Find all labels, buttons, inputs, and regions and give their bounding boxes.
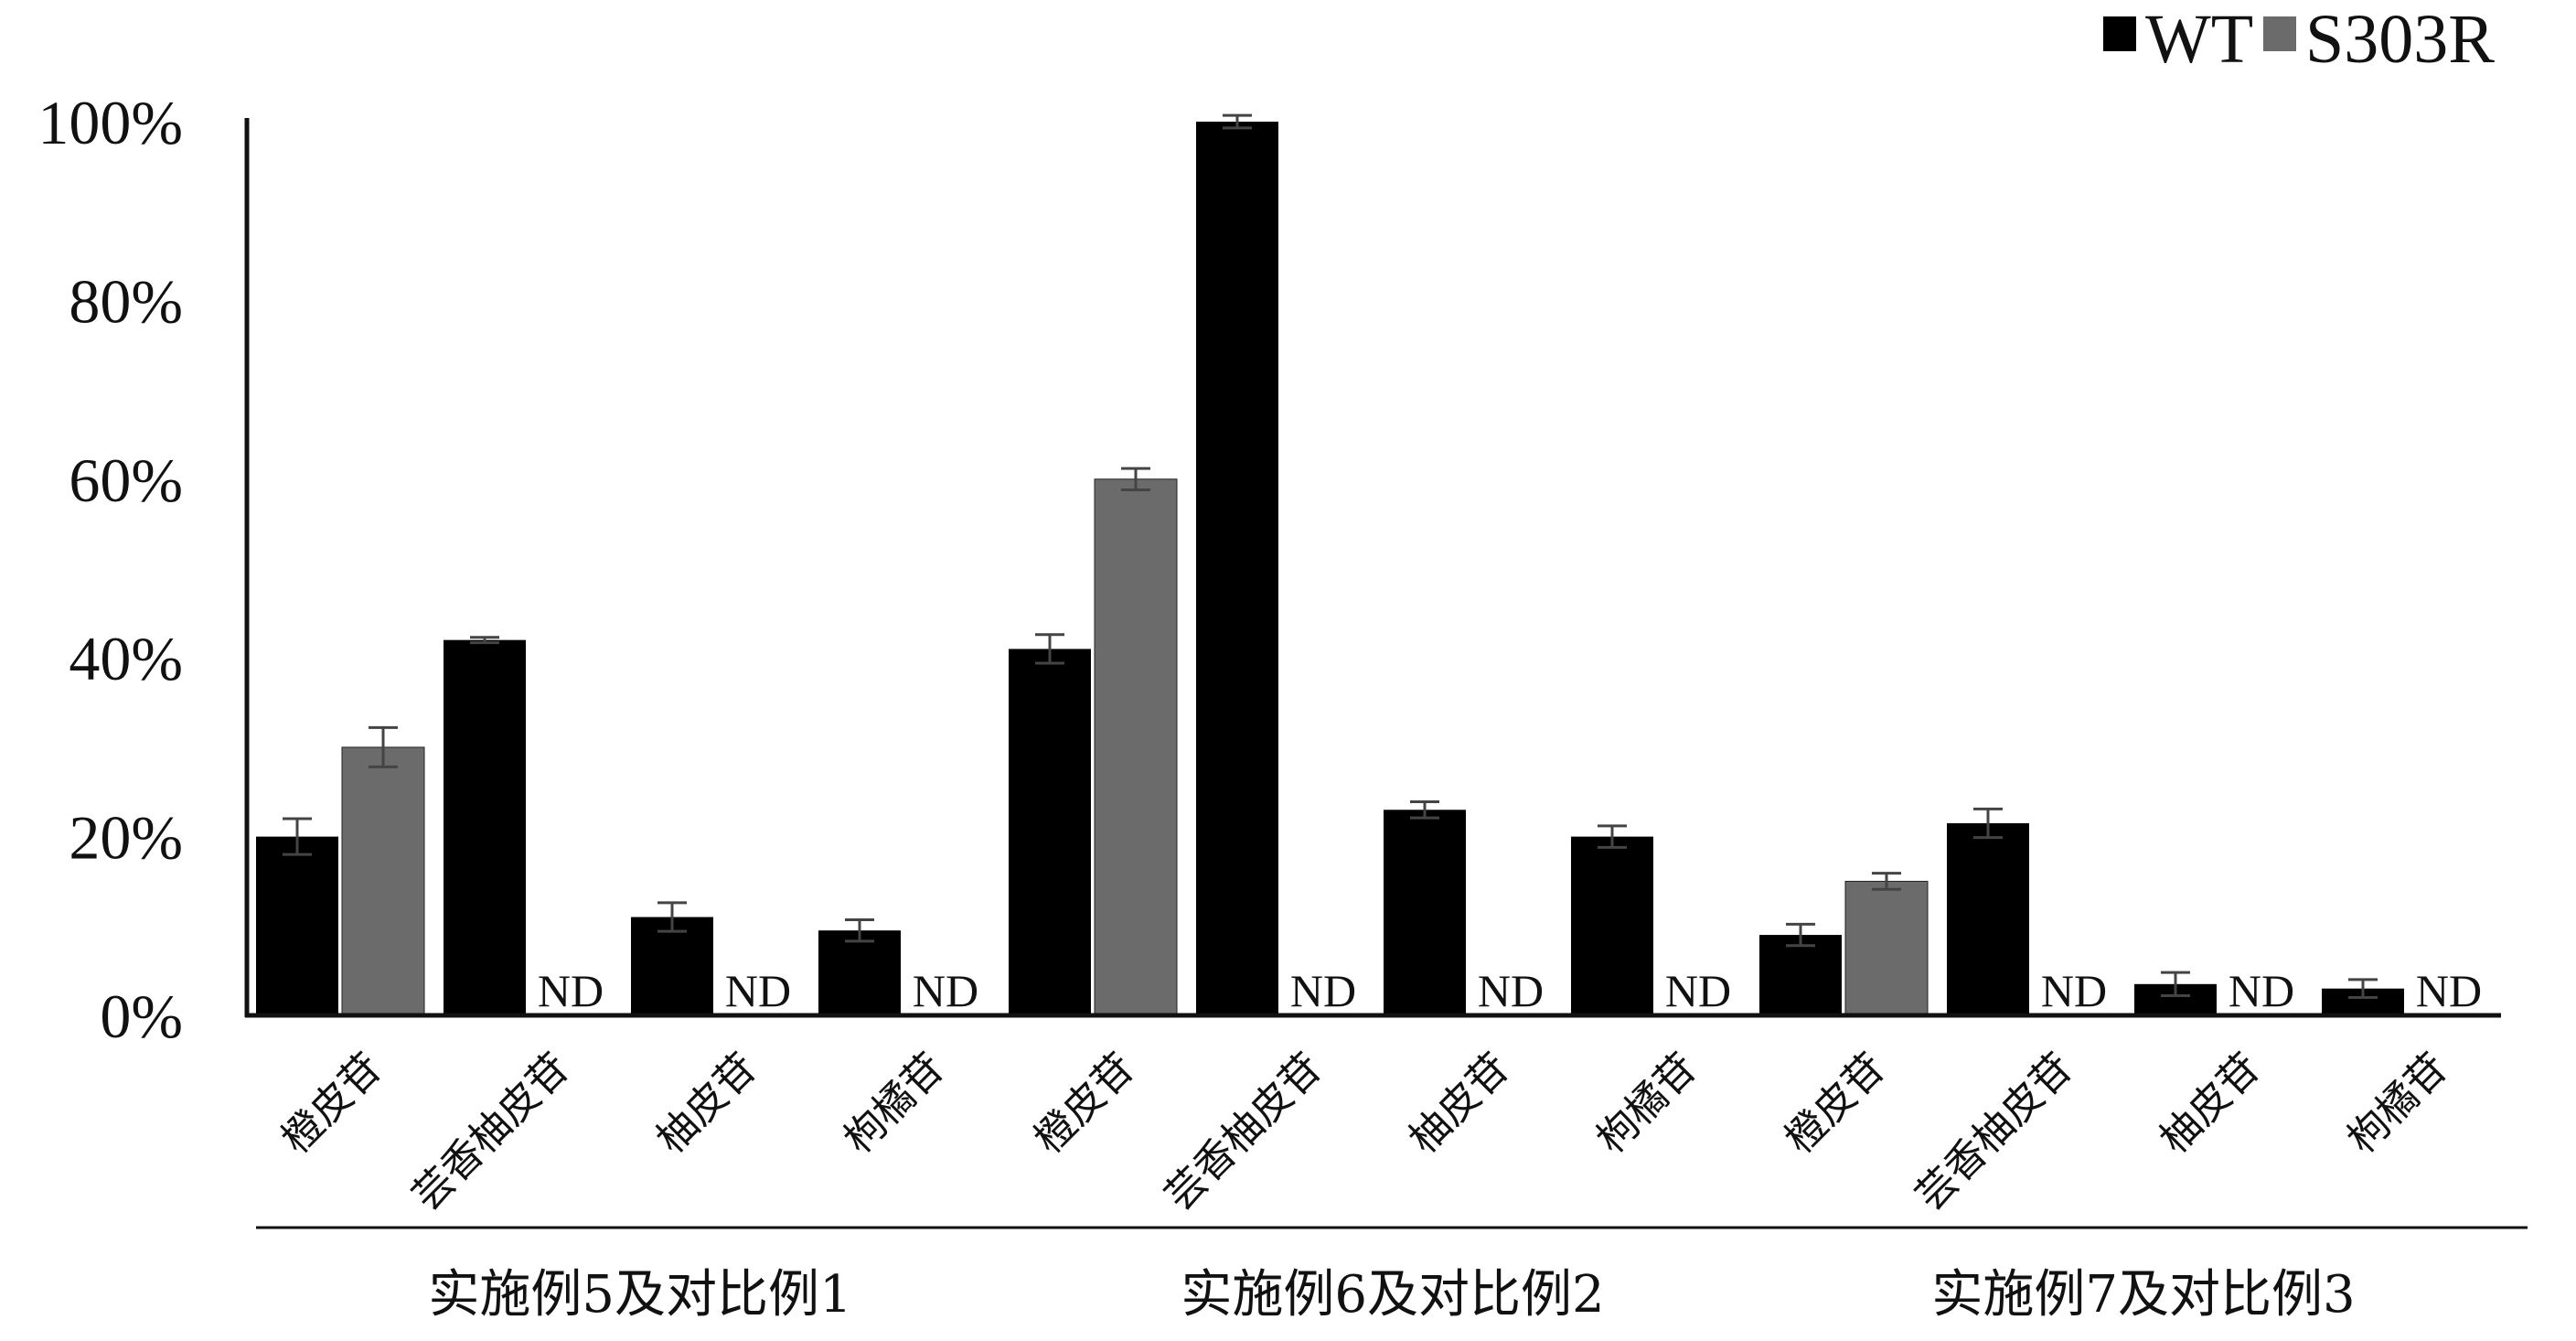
- x-tick-label: 橙皮苷: [1776, 1045, 1894, 1163]
- y-tick-label: 40%: [69, 624, 183, 693]
- x-tick-label: 柚皮苷: [2151, 1045, 2269, 1163]
- x-tick-label: 橙皮苷: [273, 1045, 390, 1163]
- group-label: 实施例6及对比例2: [1181, 1265, 1604, 1325]
- bar-s303r: [1094, 478, 1178, 1016]
- bar-wt: [1571, 836, 1653, 1015]
- group-label: 实施例7及对比例3: [1931, 1265, 2355, 1325]
- y-axis: 0% 20% 40% 60% 80% 100%: [37, 88, 250, 1051]
- bar-wt: [1947, 822, 2029, 1015]
- bar-wt: [444, 639, 526, 1015]
- nd-label: ND: [2041, 965, 2107, 1016]
- y-tick-label: 100%: [37, 88, 183, 157]
- nd-label: ND: [725, 965, 791, 1016]
- x-tick-label: 枸橘苷: [2338, 1045, 2456, 1163]
- legend-label: WT: [2145, 1, 2253, 78]
- x-tick-label: 橙皮苷: [1025, 1045, 1143, 1163]
- y-tick-label: 60%: [69, 445, 183, 515]
- x-tick-label: 枸橘苷: [835, 1045, 953, 1163]
- group-label: 实施例5及对比例1: [428, 1265, 851, 1325]
- nd-label: ND: [1478, 965, 1544, 1016]
- nd-label: ND: [913, 965, 978, 1016]
- nd-label: ND: [1665, 965, 1731, 1016]
- x-tick-label: 芸香柚皮苷: [1907, 1045, 2082, 1220]
- nd-label: ND: [2229, 965, 2294, 1016]
- bar-wt: [256, 836, 338, 1015]
- y-tick-label: 0%: [100, 982, 183, 1051]
- legend-swatch: [2103, 16, 2136, 51]
- bar-wt: [1759, 935, 1842, 1015]
- bar-wt: [1196, 122, 1278, 1015]
- bars: ND ND ND ND ND ND ND ND ND: [256, 113, 2482, 1016]
- bar-wt: [1009, 649, 1091, 1015]
- y-tick-label: 80%: [69, 266, 183, 336]
- bar-s303r: [341, 746, 425, 1016]
- x-tick-label: 柚皮苷: [647, 1045, 765, 1163]
- nd-label: ND: [2416, 965, 2482, 1016]
- x-tick-label: 枸橘苷: [1587, 1045, 1705, 1163]
- legend: WT S303R: [2103, 1, 2495, 78]
- bar-wt: [631, 917, 713, 1015]
- bar-s303r: [1844, 880, 1929, 1016]
- bar-wt: [1384, 810, 1466, 1015]
- legend-label: S303R: [2305, 1, 2495, 78]
- x-tick-label: 芸香柚皮苷: [403, 1045, 579, 1220]
- nd-label: ND: [1290, 965, 1356, 1016]
- y-tick-label: 20%: [69, 803, 183, 873]
- bar-wt: [818, 930, 901, 1015]
- x-tick-label: 芸香柚皮苷: [1156, 1045, 1331, 1220]
- legend-swatch: [2263, 16, 2296, 51]
- nd-label: ND: [538, 965, 604, 1016]
- x-tick-label: 柚皮苷: [1400, 1045, 1518, 1163]
